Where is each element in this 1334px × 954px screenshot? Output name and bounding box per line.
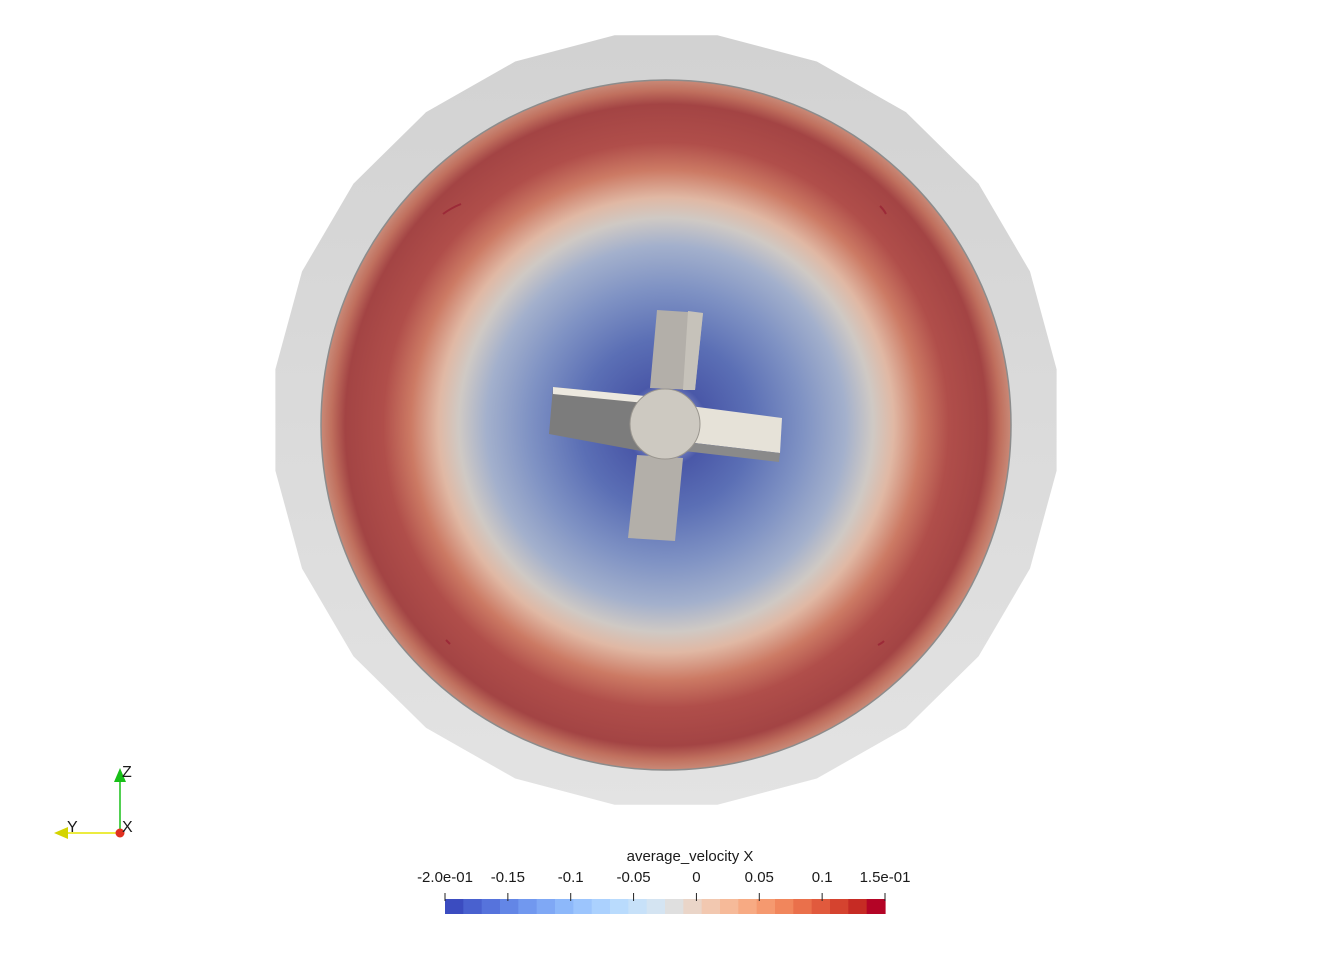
colorbar-tick-label: -2.0e-01: [417, 869, 473, 886]
colorbar-band: [481, 899, 501, 914]
colorbar-band: [665, 899, 684, 914]
colorbar-band: [830, 899, 849, 914]
colorbar-band: [536, 899, 556, 914]
impeller-blade-left-top: [553, 387, 645, 403]
impeller-blade-right: [686, 406, 782, 453]
colorbar-band: [738, 899, 758, 914]
z-axis-arrow-icon: [114, 768, 126, 782]
colorbar-band: [628, 899, 648, 914]
x-axis-label: X: [122, 819, 133, 836]
field-artifact: [445, 639, 451, 645]
impeller-blade-bottom: [628, 455, 683, 541]
colorbar-band: [720, 899, 739, 914]
colorbar-band: [775, 899, 794, 914]
colorbar: [444, 893, 886, 914]
colorbar-tick-label: 0: [692, 869, 701, 886]
colorbar-band: [591, 899, 611, 914]
colorbar-tick-label: -0.1: [557, 869, 584, 886]
colorbar-band: [518, 899, 538, 914]
colorbar-tick-label: 0.1: [811, 869, 833, 886]
colorbar-band: [555, 899, 574, 914]
colorbar-tick-label: 1.5e-01: [859, 869, 911, 886]
colorbar-tick-label: -0.15: [490, 869, 525, 886]
impeller-hub: [629, 388, 701, 460]
field-artifact: [879, 205, 887, 215]
y-axis-arrow-icon: [54, 827, 68, 839]
colorbar-band: [646, 899, 666, 914]
colorbar-band: [500, 899, 519, 914]
z-axis-label: Z: [122, 764, 132, 781]
colorbar-band: [445, 899, 464, 914]
colorbar-band: [866, 899, 886, 914]
colorbar-band: [701, 899, 721, 914]
colorbar-band: [683, 899, 703, 914]
x-axis-dot-icon: [115, 828, 125, 838]
impeller: [549, 310, 782, 541]
orientation-axes: [54, 768, 126, 839]
field-artifact: [877, 640, 885, 646]
colorbar-title: average_velocity X: [626, 848, 754, 865]
impeller-blade-right-bottom: [684, 442, 780, 462]
colorbar-band: [573, 899, 593, 914]
colorbar-band: [811, 899, 831, 914]
colorbar-bands: [445, 899, 886, 914]
colorbar-tick-label: 0.05: [744, 869, 774, 886]
impeller-blade-left: [549, 387, 645, 451]
colorbar-band: [756, 899, 776, 914]
colorbar-band: [848, 899, 868, 914]
colorbar-band: [610, 899, 629, 914]
impeller-blade-top-edge: [683, 311, 703, 390]
colorbar-ticks: [444, 893, 886, 901]
field-artifact: [442, 203, 462, 215]
colorbar-tick-label: -0.05: [616, 869, 651, 886]
colorbar-band: [793, 899, 813, 914]
y-axis-label: Y: [67, 819, 78, 836]
colorbar-band: [463, 899, 483, 914]
